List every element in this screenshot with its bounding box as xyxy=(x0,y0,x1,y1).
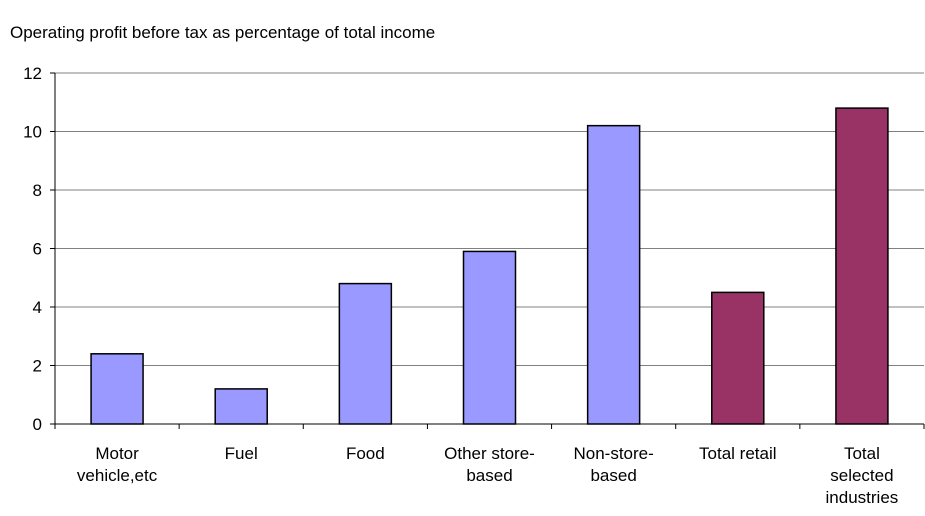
y-tick-label: 0 xyxy=(33,415,42,434)
y-tick-label: 10 xyxy=(23,123,42,142)
bar xyxy=(338,282,393,425)
x-tick-label: Motor vehicle,etc xyxy=(77,444,158,485)
chart-title: Operating profit before tax as percentag… xyxy=(10,23,435,42)
bar xyxy=(711,291,765,425)
bar xyxy=(90,353,144,425)
y-tick-label: 4 xyxy=(33,298,42,317)
y-tick-label: 6 xyxy=(33,240,42,259)
y-tick-label: 8 xyxy=(33,181,42,200)
bar xyxy=(462,250,517,425)
x-tick-label: Other store-based xyxy=(444,444,535,485)
bar xyxy=(835,107,889,425)
x-tick-label: Total selected industries xyxy=(826,444,899,507)
x-tick-label: Food xyxy=(346,444,385,463)
x-tick-label: Total retail xyxy=(699,444,776,463)
bar xyxy=(214,388,268,425)
y-tick-label: 2 xyxy=(33,357,42,376)
x-tick-label: Non-store-based xyxy=(573,444,653,485)
x-tick-label: Fuel xyxy=(225,444,258,463)
bar xyxy=(586,124,641,425)
y-tick-label: 12 xyxy=(23,64,42,83)
